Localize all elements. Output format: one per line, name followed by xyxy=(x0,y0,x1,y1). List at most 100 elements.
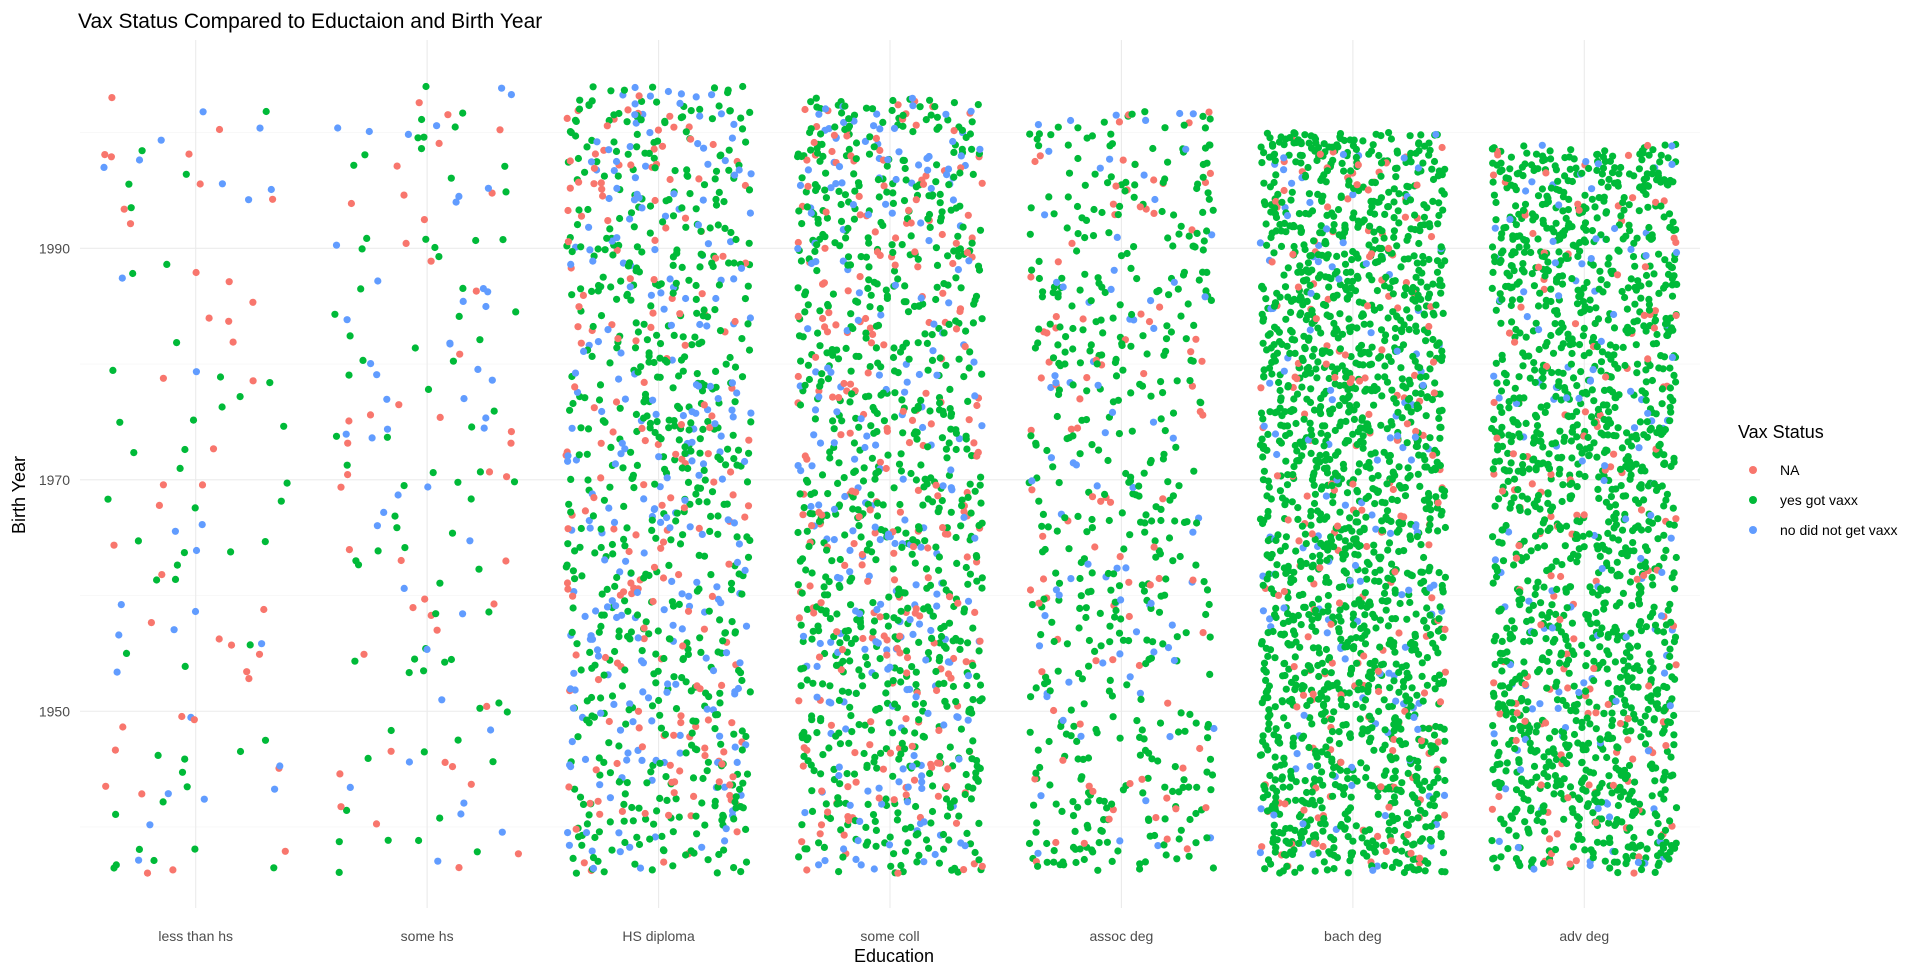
data-point xyxy=(653,373,662,381)
data-point xyxy=(1258,843,1266,851)
data-point xyxy=(1274,190,1282,198)
data-point xyxy=(691,333,699,341)
data-point xyxy=(122,649,131,658)
data-point xyxy=(794,284,802,292)
data-point xyxy=(585,223,593,231)
data-point xyxy=(1276,487,1284,495)
data-point xyxy=(598,611,606,619)
data-point xyxy=(1633,642,1642,650)
data-point xyxy=(1436,698,1445,706)
data-point xyxy=(1547,470,1555,478)
data-point xyxy=(1512,786,1521,794)
data-point xyxy=(1264,725,1272,733)
data-point xyxy=(679,531,687,539)
data-point xyxy=(448,763,457,771)
data-point xyxy=(917,461,925,469)
data-point xyxy=(1405,326,1413,334)
data-point xyxy=(855,721,863,729)
data-point xyxy=(1535,345,1543,354)
data-point xyxy=(1634,277,1642,285)
data-point xyxy=(1039,548,1047,556)
data-point xyxy=(281,847,289,855)
data-point xyxy=(1429,280,1437,288)
data-point xyxy=(1346,670,1355,678)
data-point xyxy=(1345,315,1353,323)
data-point xyxy=(672,705,681,713)
data-point xyxy=(1301,410,1309,418)
data-point xyxy=(1122,178,1130,186)
data-point xyxy=(968,452,976,460)
data-point xyxy=(1507,459,1515,467)
data-point xyxy=(499,236,507,244)
data-point xyxy=(1340,790,1348,799)
data-point xyxy=(1313,374,1321,382)
data-point xyxy=(957,522,965,530)
data-point xyxy=(923,154,931,162)
data-point xyxy=(387,747,395,755)
data-point xyxy=(1082,613,1090,622)
data-point xyxy=(678,455,686,463)
data-point xyxy=(1391,648,1399,656)
data-point xyxy=(1159,495,1167,503)
data-point xyxy=(1651,868,1659,877)
data-point xyxy=(1422,823,1430,831)
data-point xyxy=(1626,227,1634,235)
data-point xyxy=(1288,188,1296,196)
data-point xyxy=(676,731,684,740)
data-point xyxy=(583,820,592,828)
data-point xyxy=(1339,239,1347,247)
data-point xyxy=(969,170,977,178)
data-point xyxy=(1641,543,1650,551)
data-point xyxy=(1262,220,1270,228)
data-point xyxy=(1092,657,1100,665)
data-point xyxy=(726,107,734,115)
data-point xyxy=(1599,839,1608,847)
data-point xyxy=(1391,826,1399,835)
data-point xyxy=(1310,499,1319,508)
data-point xyxy=(1530,282,1538,290)
data-point xyxy=(1151,195,1159,204)
data-point xyxy=(1493,573,1501,581)
data-point xyxy=(1106,155,1114,163)
data-point xyxy=(183,783,191,791)
data-point xyxy=(1282,533,1290,541)
data-point xyxy=(638,97,646,105)
data-point xyxy=(818,370,826,378)
data-point xyxy=(1038,522,1046,530)
data-point xyxy=(1617,163,1625,172)
data-point xyxy=(1622,544,1630,552)
data-point xyxy=(808,787,816,795)
data-point xyxy=(1306,198,1314,207)
data-point xyxy=(1268,370,1276,378)
data-point xyxy=(675,600,683,609)
data-point xyxy=(1623,429,1631,437)
data-point xyxy=(921,330,929,338)
data-point xyxy=(1400,291,1408,299)
data-point xyxy=(1294,611,1302,620)
data-point xyxy=(1391,586,1399,594)
data-point xyxy=(836,780,844,788)
data-point xyxy=(1508,633,1517,642)
data-point xyxy=(595,754,603,762)
data-point xyxy=(383,433,391,441)
data-point xyxy=(1266,615,1274,623)
data-point xyxy=(706,382,715,390)
data-point xyxy=(640,481,648,489)
data-point xyxy=(1199,268,1207,276)
data-point xyxy=(1164,234,1172,242)
data-point xyxy=(796,490,804,498)
data-point xyxy=(1319,842,1327,851)
data-point xyxy=(1379,841,1387,850)
data-point xyxy=(1196,408,1204,416)
data-point xyxy=(606,769,615,777)
data-point xyxy=(742,622,751,630)
data-point xyxy=(169,866,177,874)
data-point xyxy=(938,497,946,505)
data-point xyxy=(446,340,454,348)
data-point xyxy=(815,517,824,526)
data-point xyxy=(1148,517,1156,525)
data-point xyxy=(1107,285,1115,293)
data-point xyxy=(832,732,840,740)
data-point xyxy=(1658,400,1666,408)
data-point xyxy=(1371,210,1379,218)
